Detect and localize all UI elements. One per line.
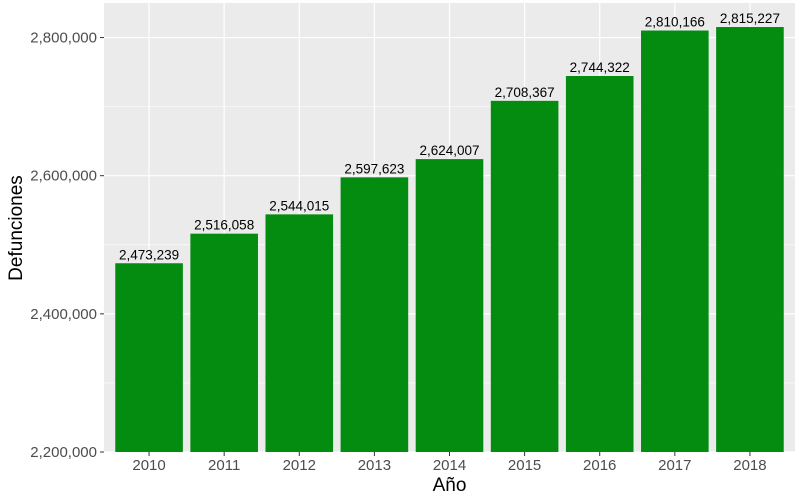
bar-2017 <box>641 30 709 452</box>
y-tick-label: 2,400,000 <box>30 306 97 323</box>
bars <box>115 27 784 453</box>
data-label-2014: 2,624,007 <box>419 143 479 158</box>
bar-2014 <box>415 159 484 452</box>
bar-2013 <box>340 177 409 452</box>
bar-2012 <box>265 214 334 452</box>
x-tick-label-2016: 2016 <box>583 457 616 474</box>
data-label-2011: 2,516,058 <box>194 218 254 233</box>
x-tick-label-2014: 2014 <box>433 457 466 474</box>
data-label-2016: 2,744,322 <box>570 60 630 75</box>
x-tick-label-2013: 2013 <box>358 457 391 474</box>
y-axis: 2,200,000 2,400,000 2,600,000 2,800,000 <box>30 30 104 461</box>
x-tick-label-2018: 2018 <box>733 457 766 474</box>
data-label-2010: 2,473,239 <box>119 247 179 262</box>
data-label-2013: 2,597,623 <box>344 161 404 176</box>
y-tick-label: 2,600,000 <box>30 168 97 185</box>
x-axis: 2010 2011 2012 2013 2014 2015 2016 2017 2018 <box>132 452 767 474</box>
x-tick-label-2010: 2010 <box>132 457 165 474</box>
x-axis-title: Año <box>433 475 467 496</box>
data-labels: 2,473,239 2,516,058 2,544,015 2,597,623 2,62… <box>119 11 780 262</box>
x-tick-label-2012: 2012 <box>283 457 316 474</box>
bar-2016 <box>565 75 634 452</box>
data-label-2018: 2,815,227 <box>720 11 780 26</box>
y-axis-title: Defunciones <box>6 175 27 281</box>
bar-2018 <box>716 27 784 453</box>
data-label-2012: 2,544,015 <box>269 198 329 213</box>
data-label-2017: 2,810,166 <box>645 15 705 30</box>
y-tick-label: 2,800,000 <box>30 30 97 47</box>
y-tick-label: 2,200,000 <box>30 444 97 461</box>
x-tick-label-2015: 2015 <box>508 457 541 474</box>
x-tick-label-2017: 2017 <box>658 457 691 474</box>
bar-2011 <box>190 233 258 452</box>
data-label-2015: 2,708,367 <box>495 85 555 100</box>
bar-2010 <box>115 263 183 452</box>
x-tick-label-2011: 2011 <box>208 457 240 474</box>
bar-2015 <box>490 100 559 452</box>
